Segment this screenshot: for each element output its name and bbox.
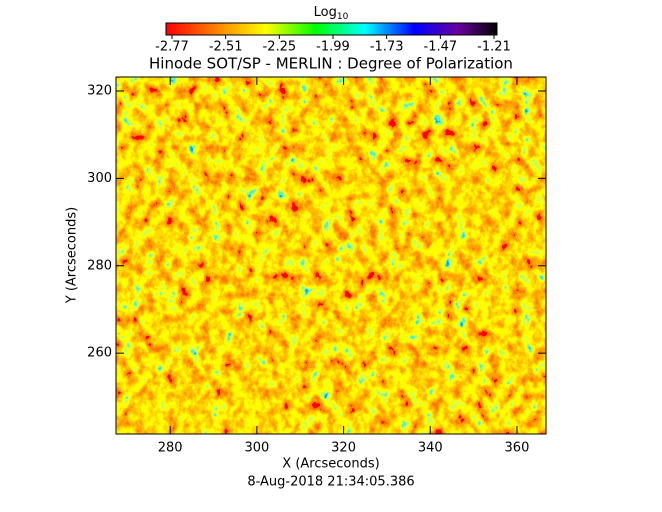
x-tick-label: 280 [158, 441, 183, 456]
heatmap-image [116, 77, 546, 434]
x-tick-label: 340 [418, 441, 443, 456]
footer-timestamp: 8-Aug-2018 21:34:05.386 [247, 475, 414, 490]
y-tick-label: 300 [87, 171, 112, 186]
colorbar-tick-label: -2.25 [263, 40, 297, 55]
y-tick-label: 320 [87, 83, 112, 98]
colorbar-tick-label: -1.21 [477, 40, 511, 55]
x-tick-label: 360 [505, 441, 530, 456]
y-tick-label: 260 [87, 346, 112, 361]
colorbar-tick-label: -1.47 [424, 40, 458, 55]
plot-frame [115, 76, 547, 435]
colorbar [165, 22, 498, 36]
x-tick-label: 300 [244, 441, 269, 456]
x-axis-label: X (Arcseconds) [282, 457, 379, 472]
colorbar-tick-label: -2.51 [209, 40, 243, 55]
colorbar-title: Log10 [314, 5, 349, 22]
chart-title: Hinode SOT/SP - MERLIN : Degree of Polar… [149, 55, 513, 73]
colorbar-tick-label: -1.99 [316, 40, 350, 55]
y-tick-label: 280 [87, 258, 112, 273]
y-axis-label: Y (Arcseconds) [65, 207, 80, 304]
colorbar-tick-label: -1.73 [370, 40, 404, 55]
x-tick-label: 320 [331, 441, 356, 456]
colorbar-tick-label: -2.77 [155, 40, 189, 55]
